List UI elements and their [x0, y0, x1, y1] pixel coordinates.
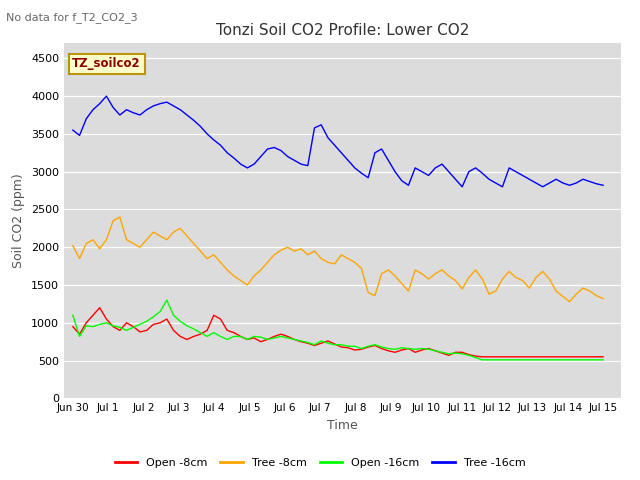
Y-axis label: Soil CO2 (ppm): Soil CO2 (ppm): [12, 173, 26, 268]
Title: Tonzi Soil CO2 Profile: Lower CO2: Tonzi Soil CO2 Profile: Lower CO2: [216, 23, 469, 38]
Text: TZ_soilco2: TZ_soilco2: [72, 58, 141, 71]
Text: No data for f_T2_CO2_3: No data for f_T2_CO2_3: [6, 12, 138, 23]
Legend: Open -8cm, Tree -8cm, Open -16cm, Tree -16cm: Open -8cm, Tree -8cm, Open -16cm, Tree -…: [110, 453, 530, 472]
X-axis label: Time: Time: [327, 419, 358, 432]
